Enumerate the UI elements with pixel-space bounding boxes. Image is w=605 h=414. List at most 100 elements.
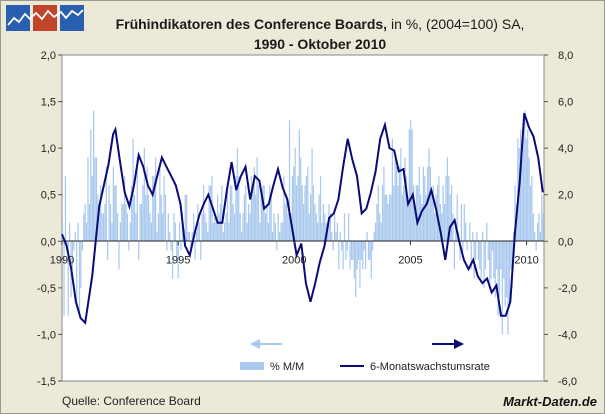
bar [297,176,299,242]
bar [394,157,396,242]
bar [524,110,526,242]
bar [303,204,305,242]
bar [105,166,107,242]
bar [465,222,467,242]
bar [377,185,379,242]
bar [417,185,419,242]
bar [73,241,75,251]
bar [462,241,464,251]
bar [528,157,530,242]
bar [469,222,471,242]
y-tick-label-right: 4,0 [558,143,573,155]
bar [480,241,482,279]
bar [349,241,351,270]
bar [280,222,282,242]
bar [319,176,322,242]
bar [156,231,158,242]
bar [77,222,79,242]
y-tick-label-left: 0,5 [41,190,56,202]
bar [483,241,485,288]
x-tick-label: 2010 [514,254,538,266]
bar [259,222,261,242]
legend-label-line: 6-Monatswachstumsrate [370,361,490,373]
bar [218,213,220,242]
bar [460,204,463,242]
bar [503,241,505,279]
bar [138,241,140,260]
bar [233,213,236,242]
bar [539,231,541,242]
chart-subtitle: 1990 - Oktober 2010 [253,36,387,52]
bar [390,194,392,242]
bar [431,194,433,242]
bar [204,213,206,242]
bar [314,204,316,242]
bar [466,241,468,251]
bar [403,185,405,242]
bar [239,213,241,242]
bar [445,176,447,242]
bar [225,213,227,242]
bar [224,222,226,242]
x-tick-label: 2000 [282,254,306,266]
bar [194,241,196,260]
bar [498,241,501,298]
bar [253,166,255,242]
bar [139,204,141,242]
bar [362,241,364,270]
bar [180,241,182,251]
bar [497,241,499,316]
bar [410,120,412,242]
bar [198,222,200,242]
bar [449,194,451,242]
bar [391,138,393,242]
y-tick-label-left: -0,5 [37,283,56,295]
bar [246,222,248,242]
bar [455,222,457,242]
bar [256,157,258,242]
bar [318,194,320,242]
bar [177,241,179,279]
bar [365,241,367,270]
bar [336,222,339,242]
x-tick-label: 1995 [166,254,190,266]
bar [396,166,398,242]
y-tick-label-right: -6,0 [558,376,577,388]
bar [260,194,262,242]
bar [356,241,358,270]
bar [532,213,534,242]
y-tick-label-left: -1,5 [37,376,56,388]
line-series-6m [61,112,544,325]
bar [379,213,381,242]
logo-tile-1 [6,5,30,31]
bar [429,166,432,242]
bar [400,148,402,242]
bar [529,185,532,242]
bar [191,231,193,242]
bar [293,166,295,242]
y-axis-right: 8,0 6,0 4,0 2,0 0,0 -2,0 -4,0 -6,0 [544,50,577,388]
bar [69,222,71,242]
bar [527,129,529,242]
bar [305,176,308,242]
bar [474,241,477,260]
bar [160,194,162,242]
bar [212,222,215,242]
bar [262,185,264,242]
bar [121,204,123,242]
bar [353,241,355,279]
y-tick-label-right: 2,0 [558,190,573,202]
bar [541,194,543,242]
bar [283,176,285,242]
bar [231,185,233,242]
bar [414,204,416,242]
bar [195,231,198,242]
bar [107,241,109,260]
bar [252,185,254,242]
bar [486,222,488,242]
bar [193,213,195,242]
bar [346,241,348,251]
legend: % M/M 6-Monatswachstumsrate [240,361,490,373]
bar [266,204,268,242]
bar [71,241,74,270]
